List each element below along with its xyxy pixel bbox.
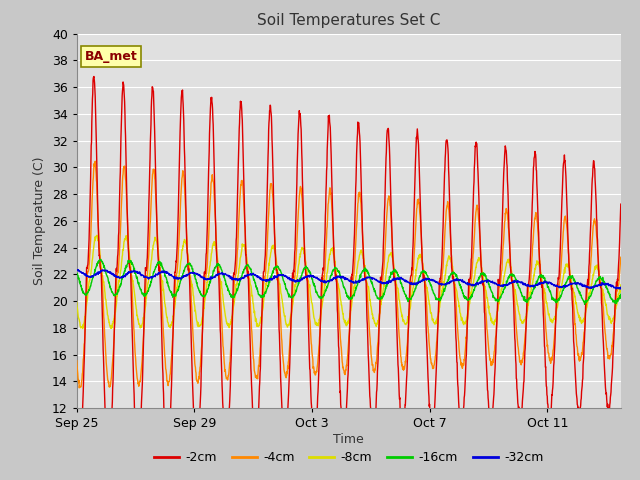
X-axis label: Time: Time bbox=[333, 433, 364, 446]
Title: Soil Temperatures Set C: Soil Temperatures Set C bbox=[257, 13, 440, 28]
Y-axis label: Soil Temperature (C): Soil Temperature (C) bbox=[33, 156, 46, 285]
Legend: -2cm, -4cm, -8cm, -16cm, -32cm: -2cm, -4cm, -8cm, -16cm, -32cm bbox=[149, 446, 548, 469]
Text: BA_met: BA_met bbox=[85, 50, 138, 63]
